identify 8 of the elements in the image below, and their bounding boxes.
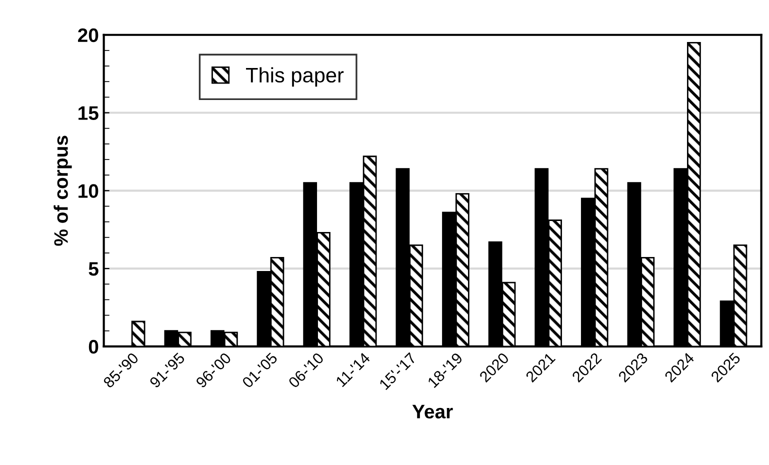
y-tick-label: 10 [78, 184, 98, 198]
y-tick-label: 0 [88, 340, 98, 354]
x-axis-title: Year [412, 404, 453, 419]
y-axis-title: % of corpus [54, 136, 72, 246]
y-tick-label: 5 [88, 262, 98, 276]
y-tick-label: 15 [78, 106, 98, 120]
legend-label: This paper [246, 67, 344, 87]
y-tick-label: 20 [78, 28, 98, 42]
